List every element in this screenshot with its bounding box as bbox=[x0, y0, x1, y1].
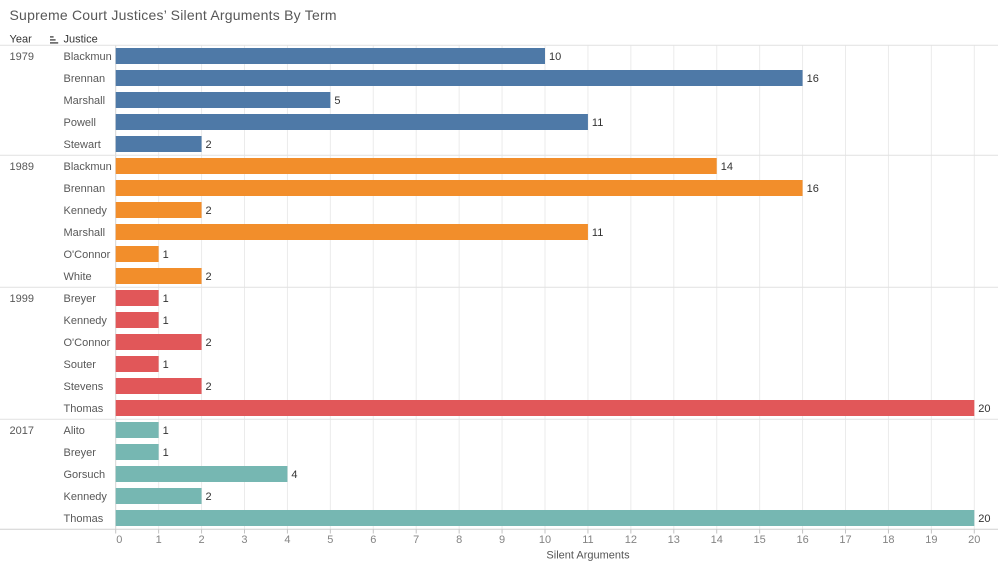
svg-text:15: 15 bbox=[754, 534, 766, 546]
svg-text:5: 5 bbox=[327, 534, 333, 546]
svg-text:Justice: Justice bbox=[64, 34, 98, 46]
svg-text:Kennedy: Kennedy bbox=[64, 205, 108, 217]
svg-text:6: 6 bbox=[370, 534, 376, 546]
svg-text:14: 14 bbox=[711, 534, 723, 546]
svg-text:0: 0 bbox=[116, 534, 122, 546]
svg-text:1989: 1989 bbox=[10, 161, 34, 173]
svg-text:Kennedy: Kennedy bbox=[64, 315, 108, 327]
svg-text:2017: 2017 bbox=[10, 425, 34, 437]
svg-text:9: 9 bbox=[499, 534, 505, 546]
svg-text:Kennedy: Kennedy bbox=[64, 491, 108, 503]
svg-text:Thomas: Thomas bbox=[64, 513, 104, 525]
svg-text:White: White bbox=[64, 271, 92, 283]
svg-text:2: 2 bbox=[198, 534, 204, 546]
svg-text:2: 2 bbox=[206, 491, 212, 503]
svg-text:10: 10 bbox=[549, 51, 561, 63]
svg-text:2: 2 bbox=[206, 205, 212, 217]
svg-text:Year: Year bbox=[10, 34, 33, 46]
svg-text:Stewart: Stewart bbox=[64, 139, 101, 151]
svg-text:16: 16 bbox=[807, 73, 819, 85]
svg-text:11: 11 bbox=[592, 117, 603, 129]
svg-text:1: 1 bbox=[156, 534, 162, 546]
svg-text:Blackmun: Blackmun bbox=[64, 51, 112, 63]
svg-text:Breyer: Breyer bbox=[64, 293, 97, 305]
svg-text:Gorsuch: Gorsuch bbox=[64, 469, 106, 481]
svg-text:19: 19 bbox=[925, 534, 937, 546]
svg-text:10: 10 bbox=[539, 534, 551, 546]
svg-text:1: 1 bbox=[163, 359, 169, 371]
svg-text:1: 1 bbox=[163, 249, 169, 261]
svg-text:11: 11 bbox=[592, 227, 603, 239]
svg-text:Brennan: Brennan bbox=[64, 183, 106, 195]
svg-text:1: 1 bbox=[163, 425, 169, 437]
svg-text:1979: 1979 bbox=[10, 51, 34, 63]
svg-text:Souter: Souter bbox=[64, 359, 97, 371]
svg-text:O'Connor: O'Connor bbox=[64, 249, 111, 261]
svg-text:12: 12 bbox=[625, 534, 637, 546]
svg-text:Thomas: Thomas bbox=[64, 403, 104, 415]
svg-text:5: 5 bbox=[334, 95, 340, 107]
svg-text:1: 1 bbox=[163, 293, 169, 305]
svg-text:2: 2 bbox=[206, 271, 212, 283]
svg-text:Stevens: Stevens bbox=[64, 381, 104, 393]
svg-text:2: 2 bbox=[206, 139, 212, 151]
svg-text:4: 4 bbox=[291, 469, 297, 481]
svg-text:18: 18 bbox=[882, 534, 894, 546]
svg-text:Breyer: Breyer bbox=[64, 447, 97, 459]
svg-text:13: 13 bbox=[668, 534, 680, 546]
svg-text:Brennan: Brennan bbox=[64, 73, 106, 85]
svg-text:Alito: Alito bbox=[64, 425, 85, 437]
svg-text:8: 8 bbox=[456, 534, 462, 546]
svg-text:2: 2 bbox=[206, 337, 212, 349]
svg-text:11: 11 bbox=[582, 534, 593, 546]
svg-text:20: 20 bbox=[968, 534, 980, 546]
svg-text:1999: 1999 bbox=[10, 293, 34, 305]
svg-text:Silent Arguments: Silent Arguments bbox=[546, 550, 630, 562]
svg-text:1: 1 bbox=[163, 315, 169, 327]
svg-text:16: 16 bbox=[807, 183, 819, 195]
svg-text:3: 3 bbox=[241, 534, 247, 546]
svg-text:Marshall: Marshall bbox=[64, 227, 106, 239]
svg-text:17: 17 bbox=[839, 534, 851, 546]
svg-text:20: 20 bbox=[978, 403, 990, 415]
svg-text:20: 20 bbox=[978, 513, 990, 525]
svg-text:Blackmun: Blackmun bbox=[64, 161, 112, 173]
svg-text:14: 14 bbox=[721, 161, 733, 173]
svg-text:2: 2 bbox=[206, 381, 212, 393]
svg-text:4: 4 bbox=[284, 534, 290, 546]
svg-text:Supreme Court Justices’ Silent: Supreme Court Justices’ Silent Arguments… bbox=[10, 7, 337, 23]
svg-text:Powell: Powell bbox=[64, 117, 96, 129]
svg-text:O'Connor: O'Connor bbox=[64, 337, 111, 349]
svg-text:16: 16 bbox=[796, 534, 808, 546]
svg-text:7: 7 bbox=[413, 534, 419, 546]
svg-text:Marshall: Marshall bbox=[64, 95, 106, 107]
svg-text:1: 1 bbox=[163, 447, 169, 459]
